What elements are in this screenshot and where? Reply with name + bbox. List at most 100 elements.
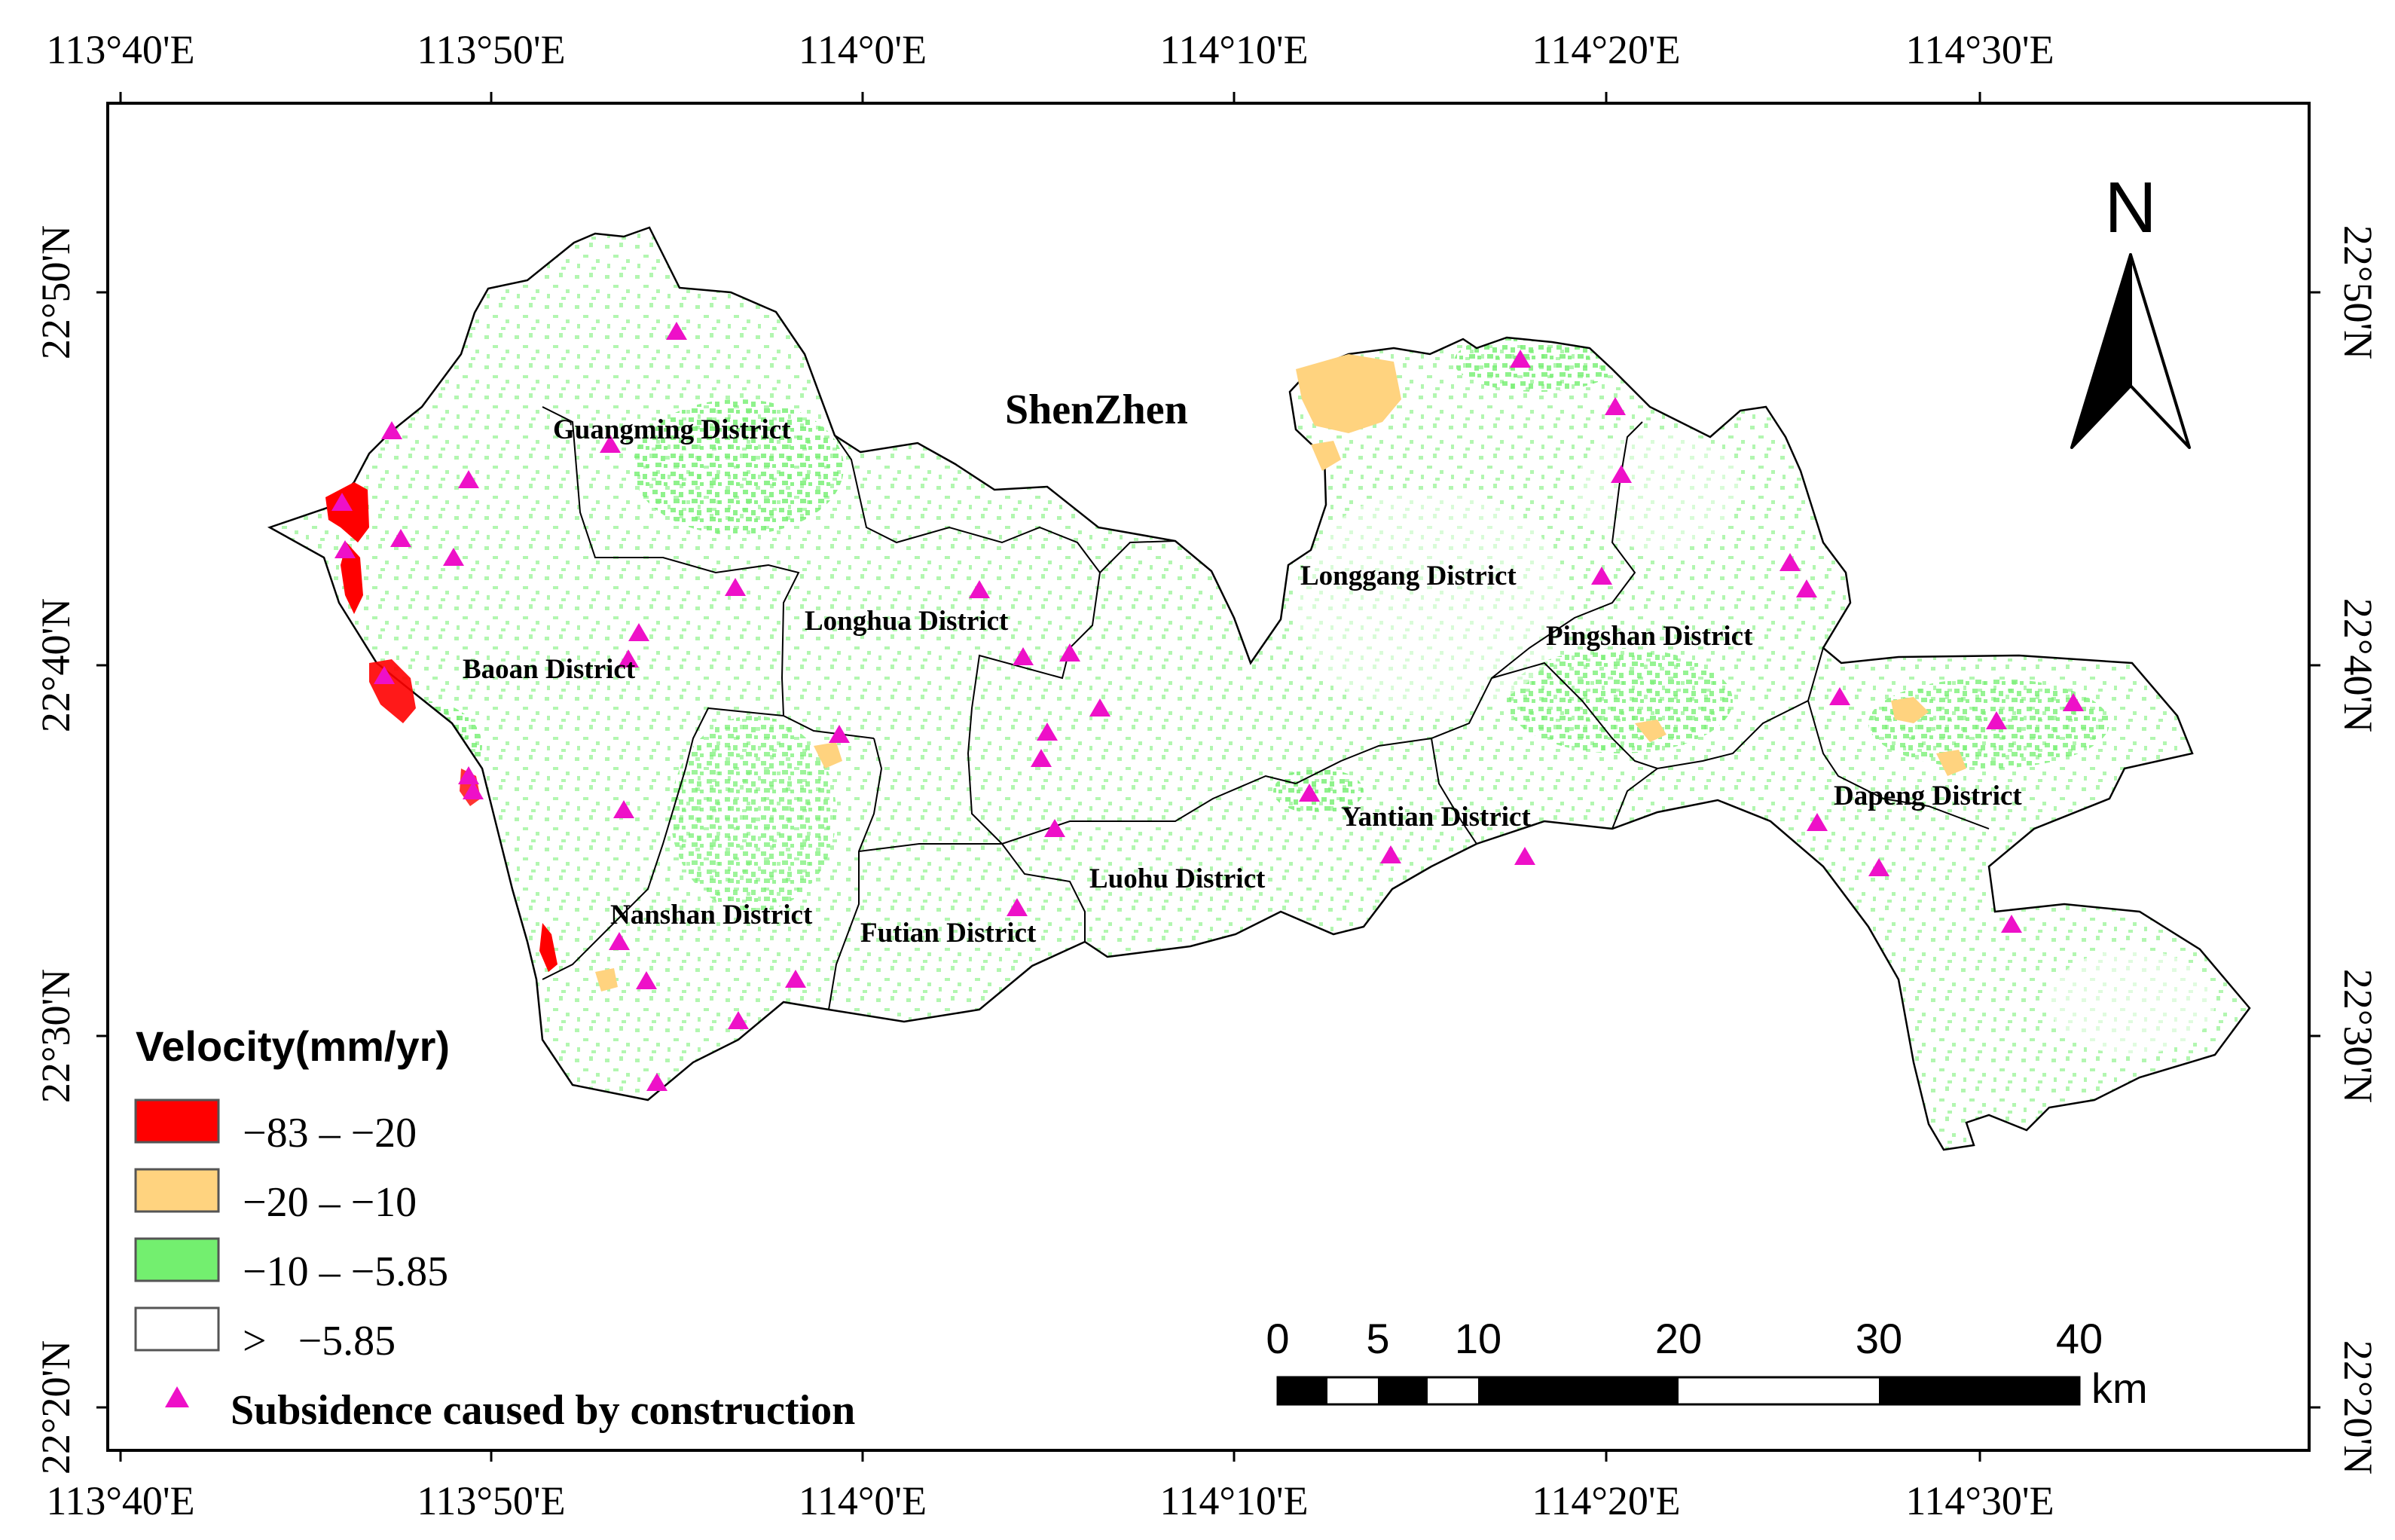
magenta-triangle-icon [1605,397,1626,415]
lon-label: 114°30'E [1905,27,2054,72]
magenta-triangle-icon [1868,858,1889,876]
lat-label: 22°20'N [33,1340,78,1474]
magenta-triangle-icon [331,493,353,511]
lon-label: 113°50'E [417,27,565,72]
green-zone [1868,678,2109,768]
district-label-futian: Futian District [860,918,1037,949]
hotspot-orange [595,968,618,992]
magenta-triangle-icon [600,435,621,453]
legend-label: −83 – −20 [243,1110,417,1157]
lon-label: 113°40'E [46,1478,194,1523]
lon-label: 113°50'E [417,1478,565,1523]
green-zone [1273,768,1364,814]
magenta-triangle-icon [785,970,806,988]
district-labels: Guangming District Baoan District Longhu… [463,387,2022,949]
magenta-triangle-icon [728,1011,749,1029]
lat-label: 22°50'N [33,225,78,359]
lat-labels-left: 22°50'N 22°40'N 22°30'N 22°20'N [33,225,78,1474]
magenta-triangle-icon [458,766,479,784]
magenta-triangle-icon [2001,915,2022,933]
magenta-triangle-icon [1089,698,1110,717]
hotspot-red [341,542,363,614]
hotspot-orange [1891,697,1929,723]
magenta-triangle-icon [636,971,657,989]
magenta-triangle-icon [1514,847,1535,865]
lat-label: 22°30'N [33,969,78,1103]
lon-label: 114°0'E [799,1478,927,1523]
magenta-triangle-icon [381,421,402,439]
magenta-triangle-icon [1510,350,1531,368]
magenta-triangle-icon [1829,687,1850,705]
magenta-triangle-icon [463,781,484,799]
magenta-triangle-icon [458,470,479,488]
hotspot-orange [1936,750,1966,776]
district-label-pingshan: Pingshan District [1546,621,1753,652]
legend: Velocity(mm/yr) −83 – −20 −20 – −10 −10 … [134,1022,855,1434]
lon-labels-top: 113°40'E 113°50'E 114°0'E 114°10'E 114°2… [46,27,2054,72]
magenta-triangle-icon [666,322,687,340]
lon-label: 114°30'E [1905,1478,2054,1523]
legend-label: > −5.85 [243,1318,396,1364]
magenta-triangle-icon [725,578,746,596]
magenta-triangle-icon [165,1386,189,1407]
district-label-guangming: Guangming District [553,414,791,445]
scale-label: 5 [1366,1315,1389,1362]
magenta-triangle-icon [1611,465,1632,483]
hotspot-red [325,482,369,542]
magenta-triangle-icon [443,548,464,566]
graticule-ticks [96,92,2320,1462]
legend-marker-label: Subsidence caused by construction [231,1387,855,1434]
green-zone [671,716,836,912]
scale-label: 20 [1655,1315,1702,1362]
scale-label: 30 [1856,1315,1902,1362]
lat-label: 22°20'N [2335,1340,2381,1474]
magenta-triangle-icon [969,580,990,598]
magenta-triangle-icon [646,1073,667,1091]
magenta-triangle-icon [1031,749,1052,767]
magenta-triangle-icon [628,623,649,641]
hotspot-orange [1635,720,1666,742]
lon-labels-bottom: 113°40'E 113°50'E 114°0'E 114°10'E 114°2… [46,1478,2054,1523]
lon-label: 114°10'E [1159,1478,1308,1523]
district-label-longgang: Longgang District [1300,561,1517,591]
scale-label: 40 [2056,1315,2103,1362]
lat-label: 22°50'N [2335,225,2381,359]
north-arrow-icon [2070,253,2191,449]
lon-label: 114°20'E [1532,27,1680,72]
legend-swatch-white [134,1306,220,1352]
district-label-longhua: Longhua District [805,606,1009,637]
legend-label: −10 – −5.85 [243,1248,448,1295]
district-label-dapeng: Dapeng District [1834,781,2022,811]
district-label-luohu: Luohu District [1089,863,1266,894]
legend-swatch-red [134,1098,220,1144]
lat-labels-right: 22°50'N 22°40'N 22°30'N 22°20'N [2335,225,2381,1474]
lon-label: 114°0'E [799,27,927,72]
city-label: ShenZhen [1005,387,1188,433]
magenta-triangle-icon [1037,723,1058,741]
magenta-triangle-icon [1380,845,1401,863]
green-zone [1507,648,1733,753]
magenta-triangle-icon [829,725,850,743]
magenta-triangle-icon [1986,711,2007,729]
hotspot-red [539,923,558,972]
magenta-triangle-icon [1044,819,1065,837]
district-label-baoan: Baoan District [463,654,636,685]
magenta-triangle-icon [618,649,639,668]
lon-label: 114°10'E [1159,27,1308,72]
magenta-triangle-icon [1007,898,1028,916]
magenta-triangle-icon [1013,647,1034,665]
magenta-triangle-icon [1807,813,1828,831]
magenta-triangle-icon [374,666,395,684]
magenta-triangle-icon [1779,553,1801,571]
magenta-triangle-icon [1299,784,1320,802]
green-zone [633,399,844,535]
lat-label: 22°40'N [33,598,78,732]
magenta-triangle-icon [1796,579,1817,597]
legend-swatch-green [134,1237,220,1282]
magenta-triangle-icon [613,800,634,818]
district-label-yantian: Yantian District [1341,802,1531,833]
scale-label: 0 [1266,1315,1289,1362]
north-label: N [2104,167,2156,248]
magenta-triangle-icon [335,540,356,558]
